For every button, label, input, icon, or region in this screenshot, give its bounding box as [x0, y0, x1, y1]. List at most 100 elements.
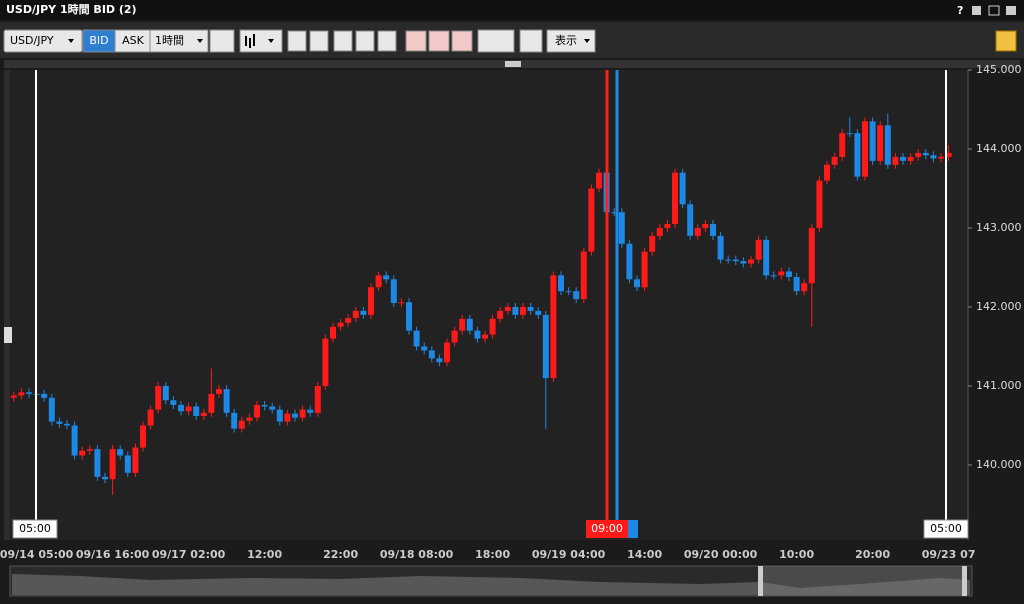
display-button[interactable] [546, 29, 596, 53]
candle-body [86, 449, 93, 451]
help-button[interactable]: ? [957, 4, 963, 17]
candle-body [94, 449, 101, 477]
x-tick-label: 09/20 00:00 [684, 548, 758, 561]
y-tick-label: 141.000 [976, 379, 1022, 392]
tool-button[interactable] [451, 30, 473, 52]
ask-text: ASK [122, 34, 145, 47]
candle-body [482, 334, 488, 339]
splitter-handle[interactable] [505, 61, 521, 67]
interval-select[interactable] [149, 29, 209, 53]
candle-body [755, 239, 762, 260]
candle-body [117, 449, 124, 456]
y-tick-label: 144.000 [976, 142, 1022, 155]
candle-body [710, 224, 716, 236]
candle-body [877, 125, 884, 161]
candle-body [763, 239, 770, 276]
dropdown-arrow [68, 39, 74, 43]
candle-body [489, 318, 496, 335]
candle-body [770, 275, 777, 277]
bid-text: BID [89, 34, 108, 47]
x-tick-label: 18:00 [475, 548, 510, 561]
candle-body [862, 121, 868, 177]
candle-body [808, 227, 815, 284]
left-strip [4, 70, 10, 540]
plot-area [10, 70, 968, 540]
candle-body [26, 392, 32, 394]
title-bar [0, 0, 1024, 20]
candle-body [892, 156, 899, 165]
candle-body [132, 447, 139, 473]
layout-button[interactable] [333, 30, 353, 52]
x-tick-label: 10:00 [779, 548, 814, 561]
candle-body [413, 330, 420, 347]
candle-body [41, 393, 48, 398]
candle-body [375, 275, 382, 288]
layout-button[interactable] [355, 30, 375, 52]
x-tick-label: 09/19 04:00 [532, 548, 606, 561]
dropdown-arrow [268, 39, 274, 43]
candle-body [915, 152, 922, 157]
x-tick-label: 09/23 07 [922, 548, 976, 561]
navigator-window[interactable] [760, 566, 966, 596]
cursor-label: 09:00 [591, 522, 623, 535]
cursor-label-box [628, 520, 638, 538]
x-tick-label: 14:00 [627, 548, 662, 561]
candle-body [634, 279, 640, 288]
candle-body [337, 322, 344, 327]
candle-body [542, 314, 549, 379]
candle-body [314, 385, 321, 413]
symbol-select[interactable] [3, 29, 83, 53]
candle-body [56, 421, 63, 424]
side-panel-toggle[interactable] [4, 327, 12, 343]
candle-body [238, 420, 245, 429]
candle-body [801, 283, 808, 292]
candle-body [565, 291, 572, 293]
zoom-out-button[interactable] [309, 30, 329, 52]
navigator-handle[interactable] [962, 566, 967, 596]
candle-body [368, 287, 374, 315]
navigator-area [12, 574, 970, 595]
candle-body [102, 476, 108, 480]
x-tick-label: 09/14 05:00 [0, 548, 74, 561]
candle-body [900, 156, 906, 161]
settings-button[interactable] [972, 6, 981, 15]
cursor-label: 05:00 [19, 522, 51, 535]
link-button[interactable] [209, 29, 235, 53]
candle-body [869, 121, 876, 161]
cursor-label-box [923, 519, 969, 539]
candle-body [421, 346, 428, 351]
restore-button[interactable] [988, 5, 1000, 16]
cursor-label-box [12, 519, 58, 539]
layout-button[interactable] [377, 30, 397, 52]
candle-body [466, 318, 473, 331]
cursor-label-box [586, 520, 628, 538]
grid-button[interactable] [995, 30, 1017, 52]
candle-body [679, 172, 686, 205]
navigator-handle[interactable] [758, 566, 763, 596]
candle-body [284, 413, 291, 422]
screenshot-button[interactable] [519, 29, 543, 53]
tool-button[interactable] [428, 30, 450, 52]
candle-body [330, 326, 336, 339]
candle-body [79, 450, 86, 456]
candle-body [550, 275, 557, 379]
tool-button[interactable] [405, 30, 427, 52]
close-button[interactable] [1006, 6, 1016, 15]
draw-button[interactable] [477, 29, 515, 53]
candle-body [170, 400, 177, 405]
y-tick-label: 145.000 [976, 63, 1022, 76]
zoom-in-button[interactable] [287, 30, 307, 52]
candle-body [922, 152, 929, 156]
candle-body [147, 409, 154, 426]
candle-body [360, 310, 367, 315]
candle-body [535, 310, 542, 315]
candle-body [444, 342, 450, 363]
candle-body [694, 227, 701, 236]
window-title: USD/JPY 1時間 BID (2) [6, 2, 137, 16]
candle-body [816, 180, 823, 228]
x-tick-label: 09/16 16:00 [76, 548, 150, 561]
candle-body [216, 389, 222, 394]
dropdown-arrow [197, 39, 203, 43]
candle-body [428, 350, 435, 359]
candle-body [299, 409, 306, 418]
